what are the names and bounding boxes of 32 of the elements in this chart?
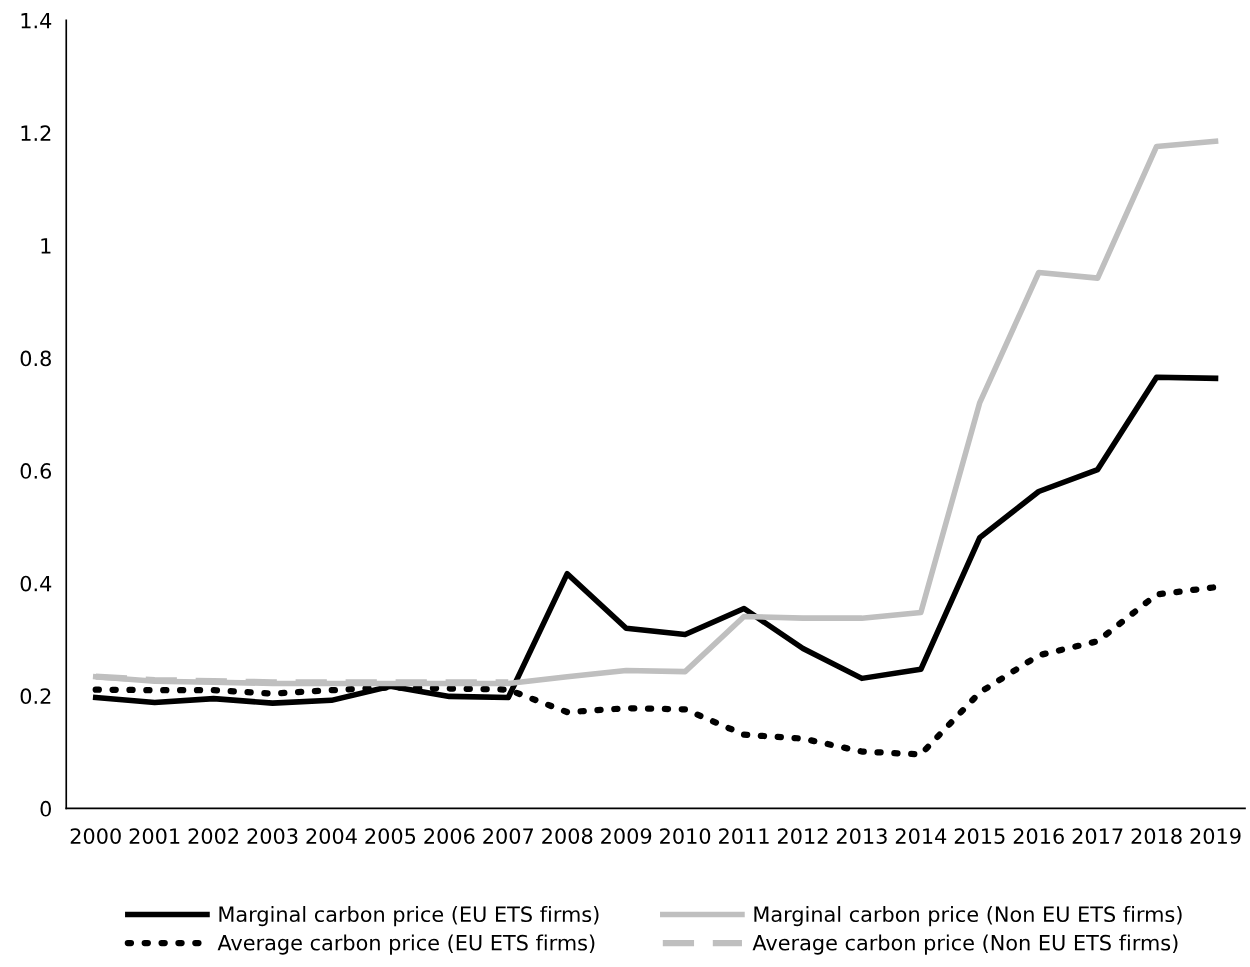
y-tick-label: 0.6 [20,463,52,479]
x-tick-label: 2003 [247,828,298,844]
x-tick-label: 2017 [1072,828,1123,844]
x-tick-label: 2012 [777,828,828,844]
x-tick-label: 2013 [836,828,887,844]
x-tick-label: 2014 [895,828,947,844]
x-tick-label: 2016 [1013,828,1064,844]
legend-label: Average carbon price (EU ETS firms) [217,934,595,955]
x-tick-label: 2001 [129,828,180,844]
x-tick-label: 2019 [1190,828,1241,844]
y-tick-label: 0.2 [20,688,51,705]
x-tick-label: 2004 [306,828,357,844]
x-tick-label: 2007 [483,828,534,844]
y-tick-label: 1.4 [21,13,52,29]
y-tick-label: 0.4 [20,575,52,592]
y-tick-label: 1 [41,238,51,254]
x-tick-label: 2010 [660,828,711,844]
x-tick-label: 2011 [719,828,769,844]
legend-label: Average carbon price (Non EU ETS firms) [752,934,1178,955]
x-tick-label: 2018 [1131,828,1182,844]
x-tick-label: 2008 [542,828,593,844]
x-tick-label: 2009 [601,828,652,844]
y-tick-label: 1.2 [21,125,51,141]
legend-label: Marginal carbon price (Non EU ETS firms) [754,905,1182,927]
y-tick-label: 0 [40,800,51,817]
x-tick-label: 2005 [365,828,416,844]
x-tick-label: 2006 [424,828,475,844]
x-tick-label: 2000 [70,828,121,844]
y-tick-label: 0.8 [20,350,51,367]
x-tick-label: 2002 [188,828,239,844]
x-tick-label: 2015 [954,828,1005,844]
legend-label: Marginal carbon price (EU ETS firms) [219,905,599,927]
